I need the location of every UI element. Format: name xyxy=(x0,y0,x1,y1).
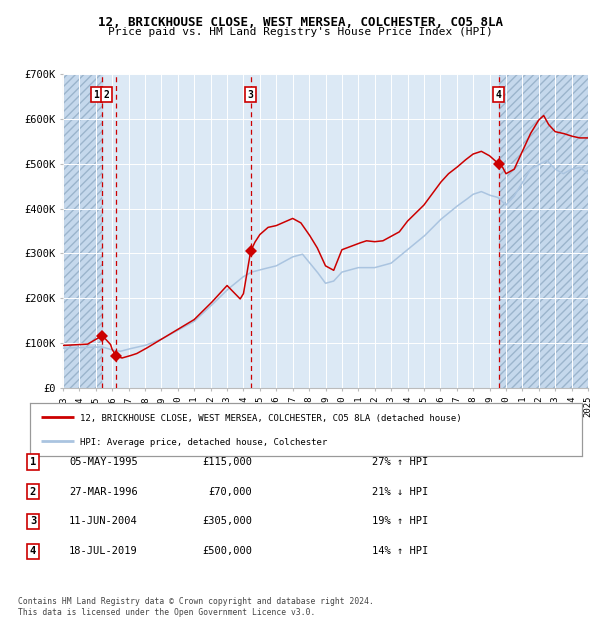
Text: Price paid vs. HM Land Registry's House Price Index (HPI): Price paid vs. HM Land Registry's House … xyxy=(107,27,493,37)
Text: 14% ↑ HPI: 14% ↑ HPI xyxy=(372,546,428,556)
Text: £115,000: £115,000 xyxy=(202,457,252,467)
Text: 4: 4 xyxy=(30,546,36,556)
Text: £500,000: £500,000 xyxy=(202,546,252,556)
Text: 3: 3 xyxy=(248,90,254,100)
Text: 11-JUN-2004: 11-JUN-2004 xyxy=(69,516,138,526)
Text: 12, BRICKHOUSE CLOSE, WEST MERSEA, COLCHESTER, CO5 8LA (detached house): 12, BRICKHOUSE CLOSE, WEST MERSEA, COLCH… xyxy=(80,414,461,423)
Text: 2: 2 xyxy=(30,487,36,497)
Text: 1: 1 xyxy=(94,90,99,100)
Bar xyxy=(63,74,101,388)
Text: £70,000: £70,000 xyxy=(208,487,252,497)
Text: £305,000: £305,000 xyxy=(202,516,252,526)
Text: 2: 2 xyxy=(104,90,110,100)
Text: Contains HM Land Registry data © Crown copyright and database right 2024.
This d: Contains HM Land Registry data © Crown c… xyxy=(18,598,374,617)
Text: 3: 3 xyxy=(30,516,36,526)
Text: 12, BRICKHOUSE CLOSE, WEST MERSEA, COLCHESTER, CO5 8LA: 12, BRICKHOUSE CLOSE, WEST MERSEA, COLCH… xyxy=(97,16,503,29)
Bar xyxy=(499,74,588,388)
Text: 21% ↓ HPI: 21% ↓ HPI xyxy=(372,487,428,497)
Text: 05-MAY-1995: 05-MAY-1995 xyxy=(69,457,138,467)
Bar xyxy=(63,74,101,388)
Text: 27% ↑ HPI: 27% ↑ HPI xyxy=(372,457,428,467)
Bar xyxy=(499,74,588,388)
Text: HPI: Average price, detached house, Colchester: HPI: Average price, detached house, Colc… xyxy=(80,438,327,447)
Text: 4: 4 xyxy=(496,90,502,100)
Text: 18-JUL-2019: 18-JUL-2019 xyxy=(69,546,138,556)
Text: 19% ↑ HPI: 19% ↑ HPI xyxy=(372,516,428,526)
Text: 1: 1 xyxy=(30,457,36,467)
Text: 27-MAR-1996: 27-MAR-1996 xyxy=(69,487,138,497)
